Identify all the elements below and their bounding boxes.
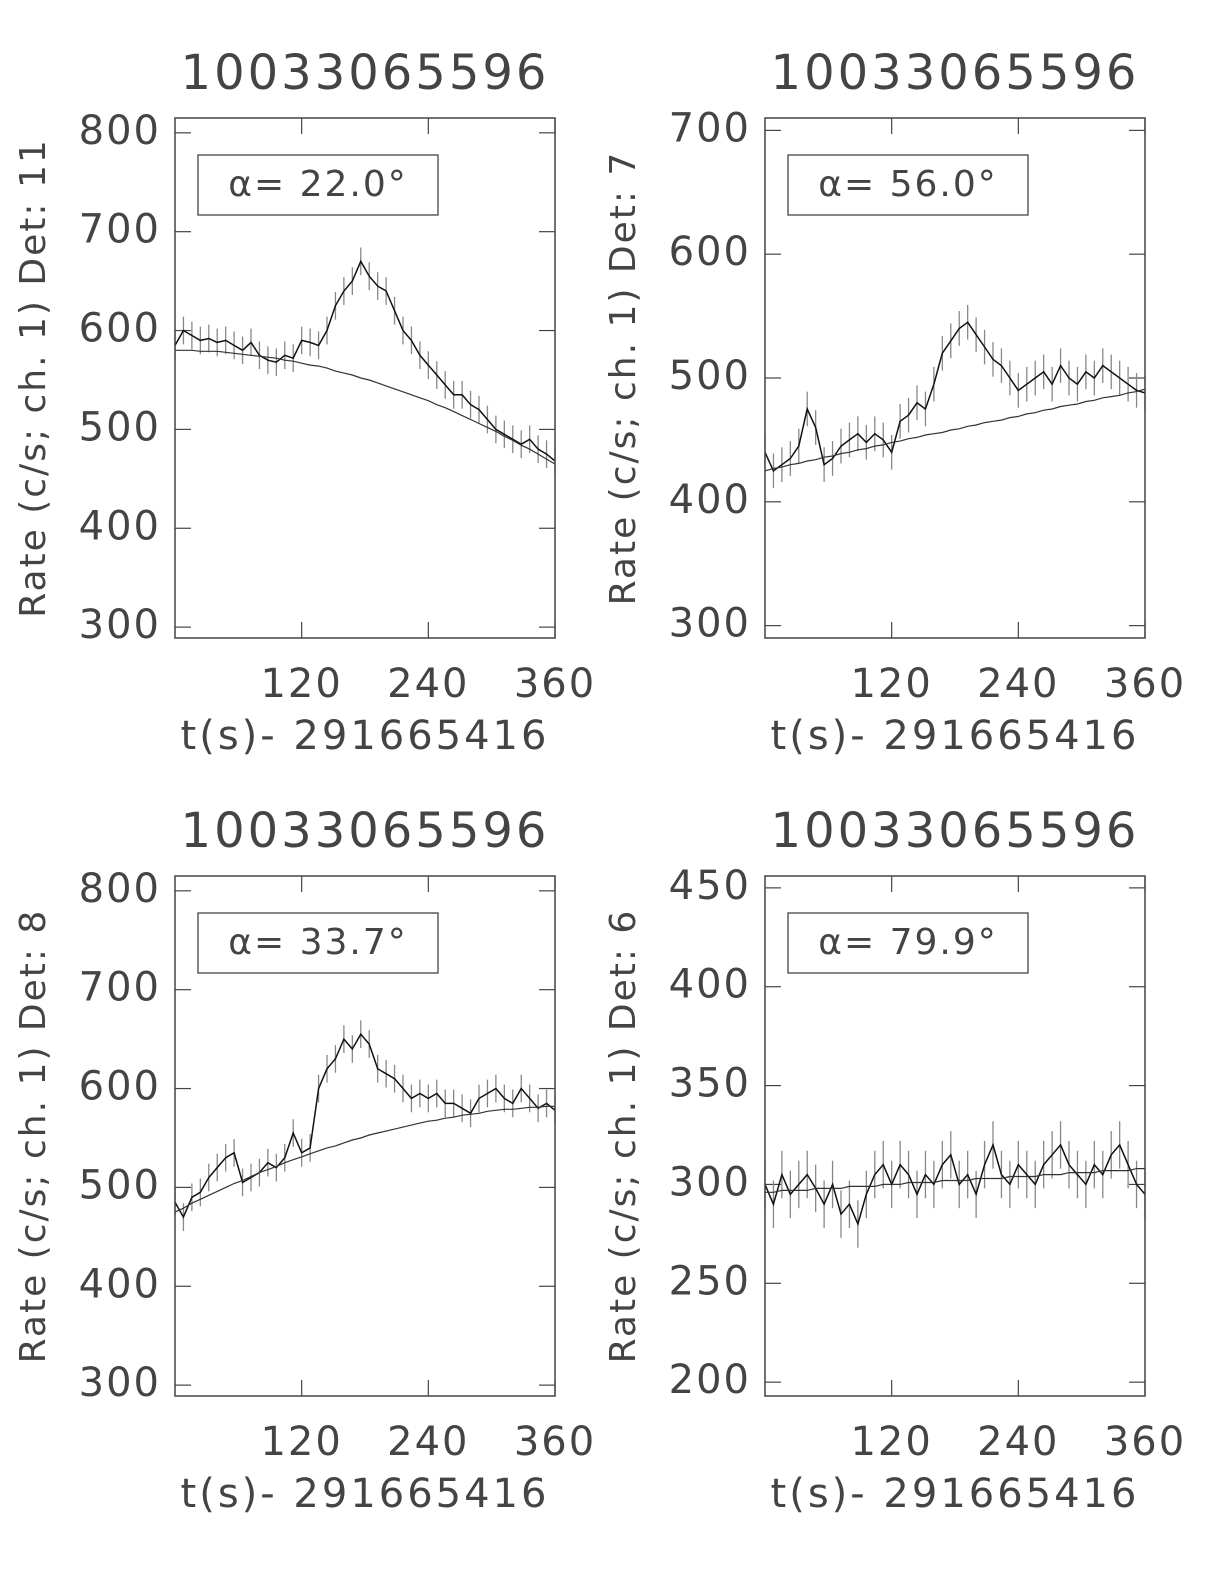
y-tick-label: 400 — [79, 1261, 161, 1307]
y-tick-label: 300 — [79, 1360, 161, 1406]
panel-title: 10033065596 — [181, 45, 550, 101]
plot-frame — [764, 875, 1146, 1397]
y-tick-label: 700 — [79, 207, 161, 253]
fit-line — [764, 388, 1146, 472]
panel-title: 10033065596 — [771, 45, 1140, 101]
plot-frame — [174, 117, 556, 639]
y-tick-label: 400 — [79, 503, 161, 549]
annotation-box — [787, 912, 1029, 974]
panel: 10033065596 Rate (c/s; ch. 1) Det: 7 t(s)-… — [603, 45, 1186, 759]
fit-line — [174, 1105, 555, 1213]
annotation: α= 33.7° — [228, 922, 408, 963]
x-tick-label: 360 — [514, 661, 596, 707]
x-tick-label: 120 — [260, 661, 342, 707]
fit-line — [175, 349, 556, 465]
x-axis-label: t(s)- 291665416 — [771, 713, 1140, 759]
y-tick-label: 500 — [79, 404, 161, 450]
y-tick-label: 600 — [79, 1064, 161, 1110]
annotation: α= 22.0° — [228, 164, 408, 205]
fit-line — [765, 1168, 1145, 1193]
y-tick-label: 200 — [669, 1357, 751, 1403]
y-axis-label: Rate (c/s; ch. 1) Det: 6 — [603, 909, 644, 1364]
panel: 10033065596 Rate (c/s; ch. 1) Det: 8 t(s)-… — [13, 803, 596, 1517]
plot-frame — [764, 117, 1146, 639]
data-line — [764, 1142, 1146, 1227]
data-line — [174, 259, 556, 462]
y-tick-label: 300 — [669, 1159, 751, 1205]
y-tick-label: 450 — [669, 863, 751, 909]
y-tick-label: 350 — [669, 1061, 751, 1107]
y-axis-label: Rate (c/s; ch. 1) Det: 7 — [603, 151, 644, 606]
x-tick-label: 360 — [1104, 661, 1186, 707]
panel-title: 10033065596 — [771, 803, 1140, 859]
annotation: α= 79.9° — [818, 922, 998, 963]
x-tick-label: 240 — [387, 661, 469, 707]
annotation: α= 56.0° — [818, 164, 998, 205]
x-axis-label: t(s)- 291665416 — [181, 1471, 550, 1517]
y-tick-label: 600 — [79, 306, 161, 352]
y-axis-label: Rate (c/s; ch. 1) Det: 11 — [13, 138, 54, 618]
y-tick-label: 500 — [79, 1162, 161, 1208]
x-axis-label: t(s)- 291665416 — [181, 713, 550, 759]
y-tick-label: 800 — [79, 108, 161, 154]
y-tick-label: 800 — [79, 866, 161, 912]
x-tick-label: 120 — [850, 661, 932, 707]
x-tick-label: 360 — [1104, 1419, 1186, 1465]
y-tick-label: 500 — [669, 353, 751, 399]
y-tick-label: 300 — [669, 601, 751, 647]
x-tick-label: 360 — [514, 1419, 596, 1465]
x-tick-label: 240 — [977, 1419, 1059, 1465]
y-tick-label: 700 — [669, 105, 751, 151]
y-tick-label: 400 — [669, 962, 751, 1008]
annotation-box — [197, 154, 439, 216]
x-tick-label: 120 — [260, 1419, 342, 1465]
x-axis-label: t(s)- 291665416 — [771, 1471, 1140, 1517]
data-line — [174, 1032, 556, 1219]
x-tick-label: 240 — [387, 1419, 469, 1465]
plot-frame — [174, 875, 556, 1397]
annotation-box — [787, 154, 1029, 216]
x-tick-label: 240 — [977, 661, 1059, 707]
x-tick-label: 120 — [850, 1419, 932, 1465]
y-tick-label: 600 — [669, 229, 751, 275]
y-tick-label: 700 — [79, 965, 161, 1011]
data-line — [764, 321, 1146, 473]
panel-title: 10033065596 — [181, 803, 550, 859]
y-axis-label: Rate (c/s; ch. 1) Det: 8 — [13, 909, 54, 1364]
y-tick-label: 250 — [669, 1258, 751, 1304]
annotation-box — [197, 912, 439, 974]
panel: 10033065596 Rate (c/s; ch. 1) Det: 6 t(s)-… — [603, 803, 1186, 1517]
panel: 10033065596 Rate (c/s; ch. 1) Det: 11 t(s)… — [13, 45, 596, 759]
y-tick-label: 300 — [79, 602, 161, 648]
y-tick-label: 400 — [669, 477, 751, 523]
